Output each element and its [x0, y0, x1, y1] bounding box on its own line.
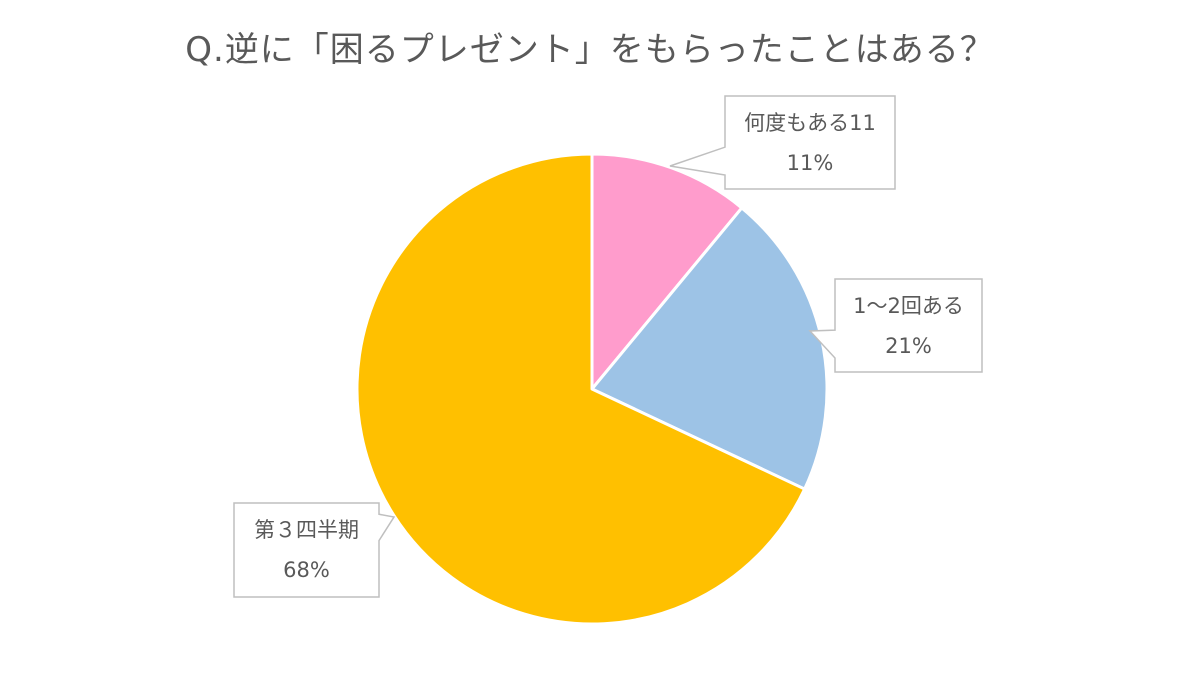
data-label-callouts: 何度もある11 11% 1〜2回ある 21% 第３四半期 68% [233, 95, 983, 598]
pie-slices [355, 152, 829, 626]
pie-slice-third-quarter [355, 152, 807, 626]
callout-box [233, 502, 396, 598]
callout-box [669, 95, 896, 190]
slice-percent-label: 11% [787, 151, 834, 175]
callout-once-or-twice: 1〜2回ある 21% [808, 278, 983, 373]
slice-percent-label: 21% [885, 334, 932, 358]
slice-category-label: 第３四半期 [254, 518, 359, 542]
callout-third-quarter: 第３四半期 68% [233, 502, 396, 598]
slice-category-label: 何度もある11 [744, 111, 876, 135]
slice-category-label: 1〜2回ある [853, 294, 964, 318]
pie-slice-frequent [590, 152, 744, 391]
chart-title: Q.逆に「困るプレゼント」をもらったことはある？ [185, 30, 995, 70]
callout-frequent: 何度もある11 11% [669, 95, 896, 190]
callout-box [808, 278, 983, 373]
slice-percent-label: 68% [283, 558, 330, 582]
